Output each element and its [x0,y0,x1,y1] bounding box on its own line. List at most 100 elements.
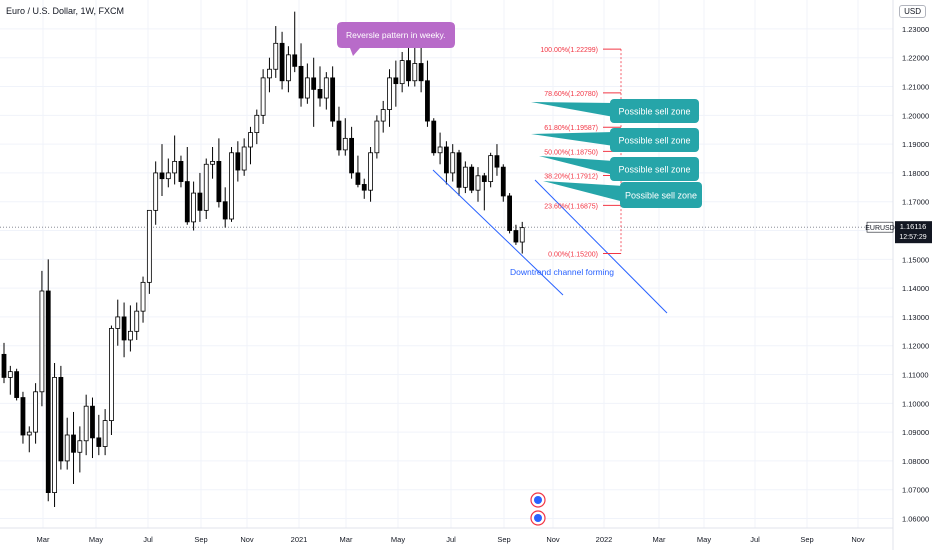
candle [134,310,140,332]
candle [165,172,171,180]
candle [121,316,127,341]
candle [406,60,411,82]
candle [77,440,83,453]
x-tick-label: May [391,535,405,544]
candle [399,60,405,85]
candle [393,77,399,85]
sell-zone-callout: Possible sell zone [543,181,702,208]
x-tick-label: Nov [546,535,560,544]
candle [235,152,241,171]
sell-zone-box [610,157,699,181]
candle [203,163,209,211]
candle [475,175,481,191]
candle [102,420,108,447]
x-tick-label: May [697,535,711,544]
candle [304,77,310,99]
fib-level-label: 50.00%(1.18750) [544,149,598,156]
candle [58,376,64,462]
candle [115,316,121,329]
candle [494,155,500,168]
candle [159,172,165,180]
chart-title: Euro / U.S. Dollar, 1W, FXCM [6,6,125,16]
y-tick-label: 1.08000 [902,457,929,466]
y-tick-label: 1.09000 [902,428,929,437]
candle [469,166,475,191]
candle [374,120,380,154]
us-flag-icon-inner [534,496,542,504]
sell-zone-pointer [539,156,614,175]
event-markers [530,492,546,526]
candle [197,192,203,211]
candles [1,11,525,507]
fib-levels: 100.00%(1.22299) 78.60%(1.20780) 61.80%(1.… [540,47,622,259]
fib-level-label: 23.60%(1.16875) [544,203,598,210]
candle [311,77,317,90]
x-tick-label: May [89,535,103,544]
candle [513,230,519,243]
candle [267,68,272,79]
candle [387,77,392,110]
y-tick-label: 1.17000 [902,198,929,207]
candle [431,120,437,154]
candle [178,160,184,182]
candle [349,137,355,174]
sell-zone-pointer [531,102,614,117]
x-tick-label: Jul [446,535,456,544]
candle [146,209,152,283]
candle [437,146,443,154]
candle [45,290,51,494]
y-tick-label: 1.20000 [902,111,929,120]
x-tick-label: Jul [750,535,760,544]
candle [96,437,102,447]
channel-upper-line [534,179,668,314]
price-axis-label: EURUSD 1.16116 12:57:29 [865,221,932,244]
symbol-tag-text: EURUSD [865,225,895,232]
price-tag-value: 1.16116 [900,222,927,231]
candle [412,63,418,82]
candle [184,181,190,223]
y-tick-label: 1.06000 [902,515,929,524]
candle [153,172,159,211]
candle [241,146,247,171]
candle [323,77,329,99]
candle [488,155,494,182]
candle [361,184,367,191]
candle [380,109,386,122]
y-tick-label: 1.19000 [902,140,929,149]
sell-zone-pointer [531,132,614,146]
candle [109,328,114,422]
candle [14,371,20,398]
candle [317,89,323,99]
sell-zone-callout: Possible sell zone [531,128,699,152]
candle [20,397,26,436]
candle [443,146,449,174]
y-tick-label: 1.12000 [902,342,929,351]
currency-badge[interactable]: USD [899,5,926,18]
candle [292,54,298,67]
fib-level-label: 78.60%(1.20780) [544,91,598,98]
sell-zone-box [620,182,702,208]
candle [254,114,260,134]
candle [368,152,373,191]
y-tick-label: 1.23000 [902,25,929,34]
x-tick-label: Jul [143,535,153,544]
sell-zone-box [610,128,699,152]
y-tick-label: 1.13000 [902,313,929,322]
channel-lower-line [432,169,564,296]
price-tag [895,221,932,244]
candle [90,405,95,439]
candle [83,405,89,442]
us-flag-icon-inner [534,514,542,522]
callout-reversal: Reversle pattern in weeky. [337,22,455,56]
sell-zone-text: Possible sell zone [618,107,690,117]
candle [481,175,487,182]
candle [248,132,253,148]
sell-zone-text: Possible sell zone [625,191,697,201]
fib-level-label: 0.00%(1.15200) [548,252,598,259]
sell-zone-callout: Possible sell zone [539,156,699,181]
candle [273,42,279,70]
x-tick-label: Mar [37,535,50,544]
candle [229,152,234,220]
